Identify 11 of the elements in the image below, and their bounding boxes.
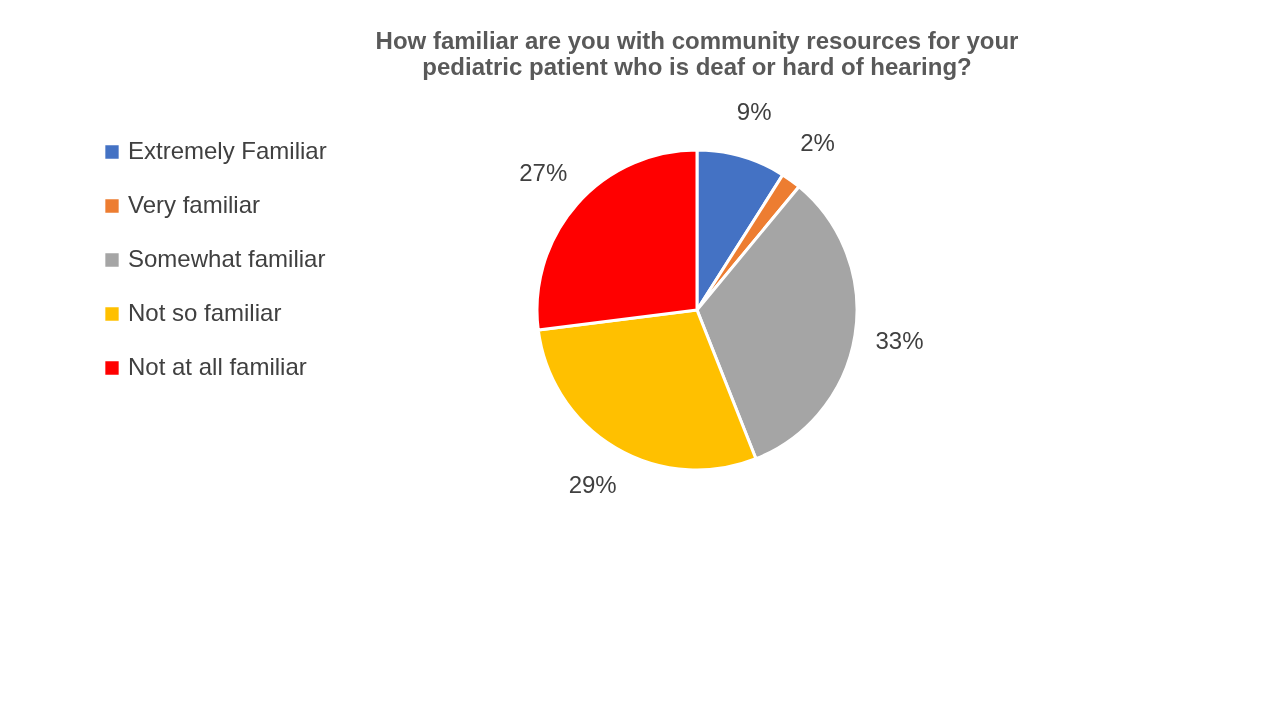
legend-label: Very familiar <box>128 191 261 218</box>
chart-title: How familiar are you with community resources for your pediatric patient who is deaf or hard of hearing? <box>375 27 1019 80</box>
data-label: 33% <box>875 327 924 355</box>
data-label: 2% <box>800 129 835 157</box>
legend-label: Not at all familiar <box>128 353 307 380</box>
data-label: 29% <box>568 471 617 499</box>
legend-label: Extremely Familiar <box>128 137 327 164</box>
legend-label: Somewhat familiar <box>128 245 326 272</box>
legend-label: Not so familiar <box>128 299 282 326</box>
data-label: 9% <box>736 98 772 126</box>
data-label: 27% <box>519 159 568 187</box>
